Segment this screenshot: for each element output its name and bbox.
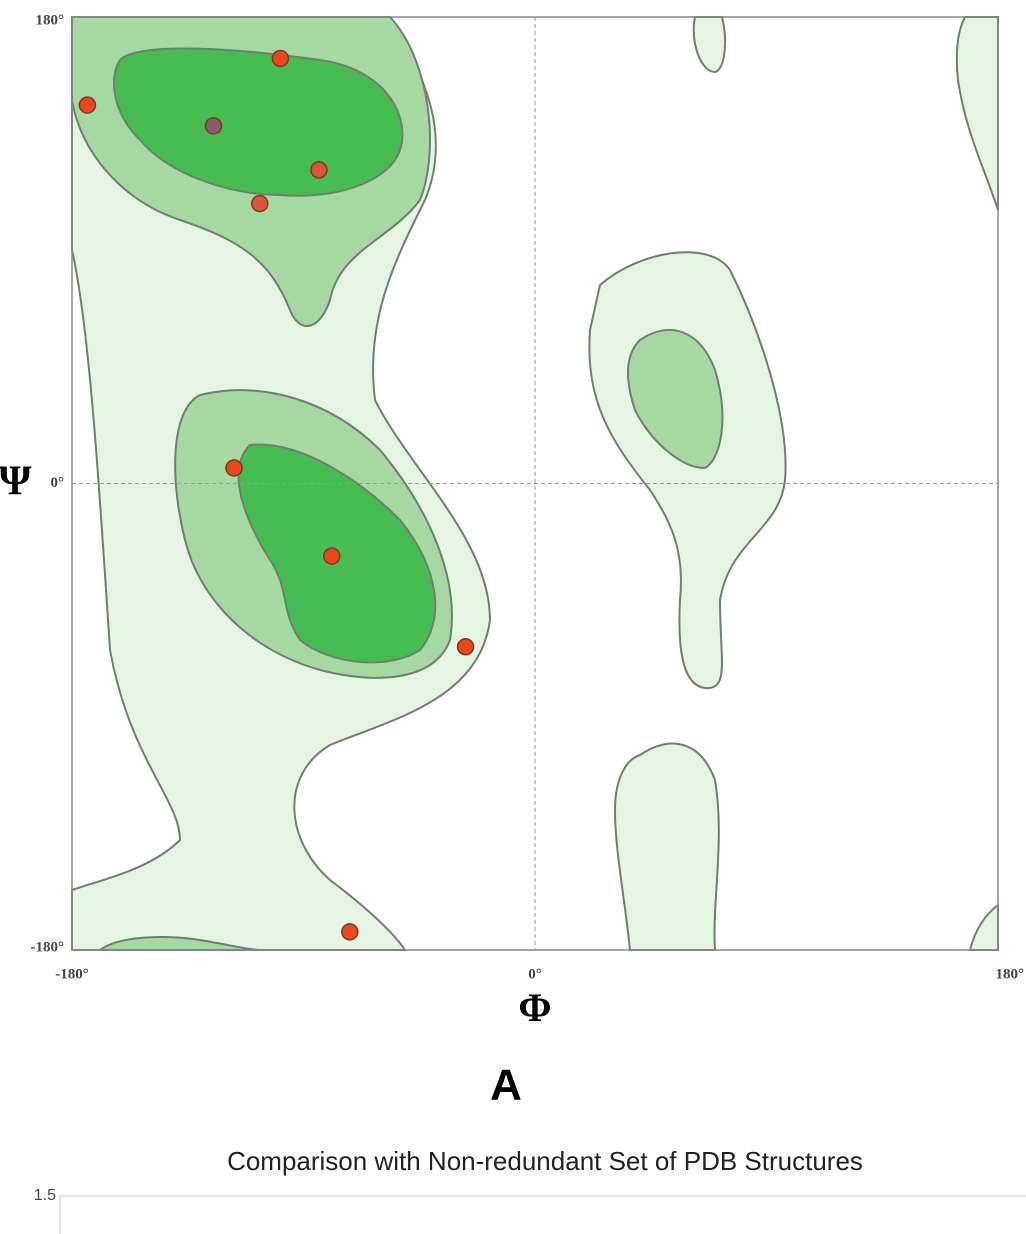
data-point [204,117,223,135]
contours [71,16,999,951]
y-tick-label: -180° [31,939,65,955]
contour-allowed [968,902,999,951]
contour-allowed [692,16,727,74]
data-point [251,194,269,213]
contour-favored [627,329,724,470]
data-point [456,638,475,656]
contour-allowed [955,16,999,211]
y-tick-label: 1.5 [34,1187,56,1204]
panel-label: A [490,1061,522,1110]
x-tick-label: 0° [528,966,542,982]
contour-allowed [613,742,720,951]
chart-title: Comparison with Non-redundant Set of PDB… [227,1146,863,1176]
data-point [323,547,341,565]
contour-favored [96,936,261,951]
data-point [225,459,243,477]
y-axis-label: Ψ [0,459,32,505]
x-tick-label: -180° [55,966,89,982]
contour-core [113,47,404,197]
x-tick-label: 180° [996,966,1025,982]
data-point [310,161,328,179]
x-axis-label: Φ [518,985,551,1030]
contour-allowed [588,251,787,690]
y-tick-label: 0° [51,475,65,491]
data-point [271,49,290,68]
y-tick-label: 180° [36,12,65,28]
data-point [341,923,359,941]
data-point [78,96,97,114]
